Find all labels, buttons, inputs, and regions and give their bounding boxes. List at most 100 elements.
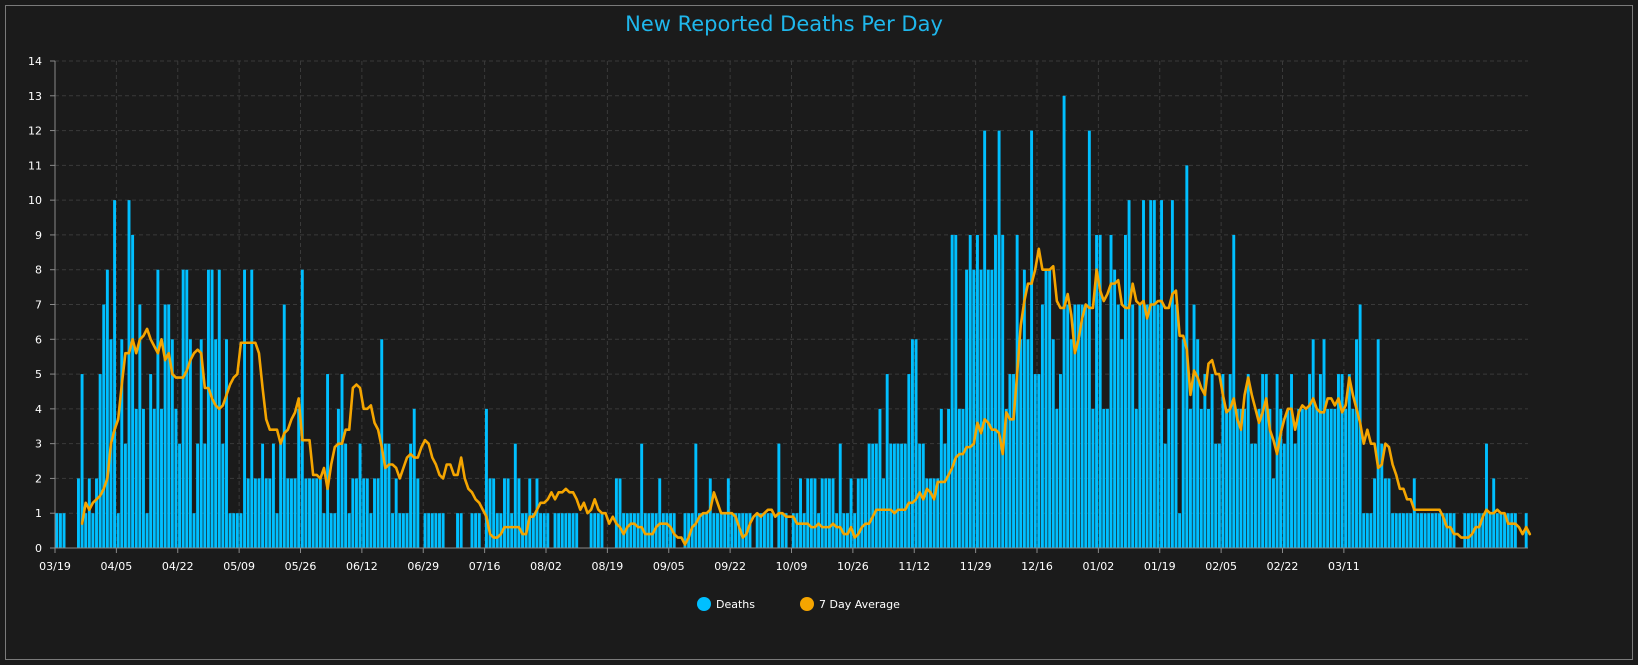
bar-deaths: [1113, 269, 1117, 548]
bar-deaths: [1207, 408, 1210, 548]
bar-deaths: [860, 478, 864, 548]
bar-deaths: [1145, 304, 1149, 548]
bar-deaths: [1149, 200, 1153, 548]
bar-deaths: [983, 130, 987, 549]
bar-deaths: [401, 513, 405, 548]
bar-deaths: [1365, 513, 1369, 548]
x-tick-label: 12/16: [1021, 560, 1053, 573]
bar-deaths: [1524, 513, 1528, 548]
bar-deaths: [1019, 339, 1023, 548]
bar-deaths: [669, 513, 673, 548]
bar-deaths: [683, 513, 687, 548]
bar-deaths: [1156, 304, 1160, 548]
bar-deaths: [719, 513, 723, 548]
bar-deaths: [777, 443, 781, 548]
bar-deaths: [697, 513, 701, 548]
bar-deaths: [156, 269, 160, 548]
bar-deaths: [387, 443, 391, 548]
bar-deaths: [661, 513, 665, 548]
bar-deaths: [1383, 478, 1387, 548]
bar-deaths: [373, 478, 376, 548]
bar-deaths: [723, 513, 727, 548]
bar-deaths: [939, 408, 943, 548]
y-tick-label: 8: [35, 264, 42, 277]
bar-deaths: [961, 408, 965, 548]
bar-deaths: [246, 478, 250, 548]
bar-deaths: [1160, 200, 1164, 548]
bar-deaths: [1080, 304, 1084, 548]
bar-deaths: [1495, 513, 1499, 548]
bar-deaths: [705, 513, 709, 548]
bar-deaths: [1311, 339, 1315, 548]
bar-deaths: [824, 478, 828, 548]
bar-deaths: [1073, 304, 1077, 548]
bar-deaths: [1380, 443, 1384, 548]
bar-deaths: [997, 130, 1001, 549]
bar-deaths: [853, 513, 857, 548]
x-tick-label: 06/12: [346, 560, 378, 573]
bar-deaths: [965, 269, 969, 548]
bar-deaths: [994, 234, 997, 548]
bar-deaths: [1326, 408, 1330, 548]
bar-deaths: [835, 513, 839, 548]
bar-deaths: [228, 513, 232, 548]
y-tick-label: 2: [35, 472, 42, 485]
bar-deaths: [365, 478, 369, 548]
bar-deaths: [770, 513, 774, 548]
bar-deaths: [477, 513, 481, 548]
bar-deaths: [243, 269, 246, 548]
legend-item-7-day-average[interactable]: 7 Day Average: [800, 597, 900, 611]
bar-deaths: [1272, 478, 1275, 548]
bar-deaths: [1452, 513, 1456, 548]
bar-deaths: [874, 443, 878, 548]
bar-deaths: [910, 339, 914, 548]
bar-deaths: [557, 513, 561, 548]
bar-deaths: [1416, 513, 1420, 548]
bar-deaths: [434, 513, 438, 548]
bar-deaths: [275, 513, 279, 548]
bar-deaths: [308, 478, 311, 548]
bar-deaths: [1012, 374, 1015, 548]
bar-deaths: [1394, 513, 1398, 548]
bar-deaths: [329, 513, 333, 548]
bar-deaths: [1087, 130, 1091, 549]
bar-deaths: [1142, 200, 1145, 548]
bar-deaths: [1152, 200, 1156, 548]
bar-deaths: [654, 513, 658, 548]
legend-item-deaths[interactable]: Deaths: [697, 597, 755, 611]
bar-deaths: [1315, 408, 1319, 548]
bar-deaths: [1030, 130, 1034, 549]
bar-deaths: [1510, 513, 1514, 548]
bar-deaths: [474, 513, 478, 548]
bar-deaths: [185, 269, 189, 548]
bar-deaths: [1420, 513, 1423, 548]
bar-deaths: [318, 478, 322, 548]
bar-deaths: [755, 513, 759, 548]
bar-deaths: [116, 513, 120, 548]
bar-deaths: [849, 478, 853, 548]
bar-deaths: [394, 478, 398, 548]
bar-deaths: [438, 513, 441, 548]
bar-deaths: [629, 513, 633, 548]
y-tick-label: 1: [35, 507, 42, 520]
bar-deaths: [701, 513, 705, 548]
chart-title: New Reported Deaths Per Day: [625, 12, 943, 36]
bar-deaths: [957, 408, 961, 548]
x-tick-label: 05/26: [285, 560, 317, 573]
bar-deaths: [358, 443, 362, 548]
bar-deaths: [235, 513, 239, 548]
bar-deaths: [640, 443, 644, 548]
legend-deaths-marker: [697, 597, 711, 611]
bar-deaths: [336, 408, 340, 548]
bar-deaths: [1181, 339, 1185, 548]
legend: Deaths 7 Day Average: [697, 597, 900, 611]
bar-deaths: [1293, 443, 1297, 548]
x-tick-label: 10/26: [837, 560, 869, 573]
bar-deaths: [1441, 513, 1445, 548]
bar-deaths: [199, 339, 203, 548]
bar-deaths: [1398, 513, 1402, 548]
bar-deaths: [1369, 513, 1373, 548]
bar-deaths: [1438, 513, 1442, 548]
bar-deaths: [1239, 408, 1243, 548]
x-tick-label: 08/19: [592, 560, 624, 573]
